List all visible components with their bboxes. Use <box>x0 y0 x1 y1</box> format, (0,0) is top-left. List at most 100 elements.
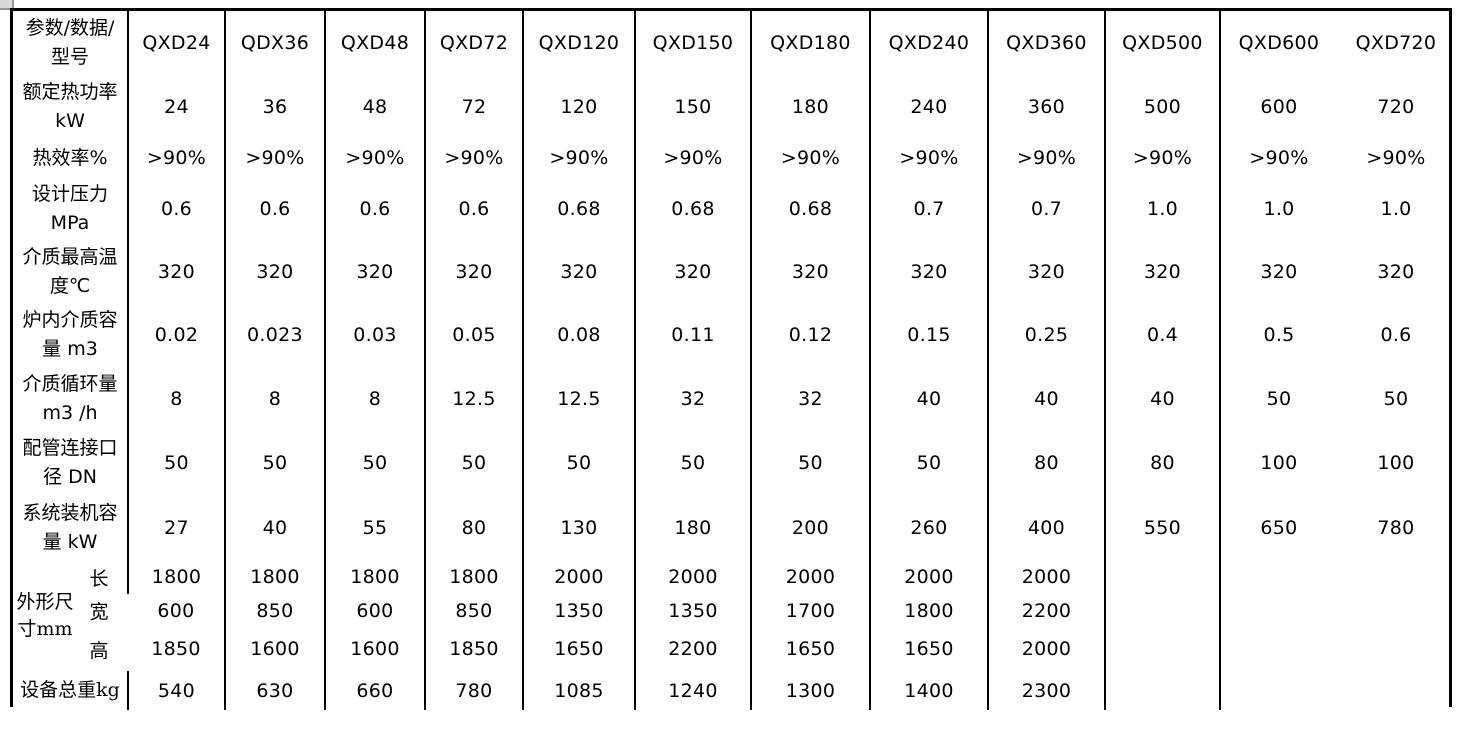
value-cell: 100 <box>1377 452 1415 474</box>
value-cell: 72 <box>424 75 523 138</box>
param-header-cell: 参数/数据/ 型号 <box>25 17 115 68</box>
value-cell: 27 <box>127 495 225 560</box>
value-cell: 0.6 <box>224 178 325 240</box>
value-cell <box>1104 627 1220 671</box>
value-cell: >90% <box>987 138 1105 178</box>
value-cell: 40 <box>869 367 988 431</box>
row-label-cell: 系统装机容 量 kW <box>22 501 118 553</box>
table-row: 600 850 600 850 1350 1350 1700 1800 2200 <box>13 594 1455 627</box>
spec-table-grid: 参数/数据/ 型号 QXD24 QDX36 QXD48 QXD72 QXD120 QXD15… <box>13 11 1455 710</box>
value-cell: 850 <box>224 594 325 627</box>
value-cell: >90% <box>324 138 425 178</box>
value-cell: 1.0 <box>1104 178 1220 240</box>
value-cell: 24 <box>127 75 225 138</box>
value-cell: >90% <box>750 138 870 178</box>
value-cell: 2000 <box>634 560 751 594</box>
value-cell: 1800 <box>127 560 225 594</box>
value-cell: 320 <box>1104 240 1220 303</box>
value-cell <box>1219 671 1337 710</box>
value-cell <box>1219 627 1337 671</box>
value-cell: 2000 <box>987 560 1105 594</box>
value-cell: 50 <box>1219 367 1337 431</box>
value-cell: 600 <box>324 594 425 627</box>
model-header-cell: QXD360 <box>987 11 1105 75</box>
value-cell: 320 <box>1377 260 1415 283</box>
model-header-cell: QXD24 <box>127 11 225 75</box>
model-header-cell: QXD72 <box>424 11 523 75</box>
value-cell: 650 <box>1219 495 1337 560</box>
table-row: 设备总重kg 540 630 660 780 1085 1240 1300 1400 2300 <box>13 671 1455 710</box>
value-cell: 0.68 <box>750 178 870 240</box>
value-cell: 50 <box>224 431 325 495</box>
value-cell: 1240 <box>634 671 751 710</box>
corner-artifact <box>0 0 14 10</box>
value-cell: 780 <box>1377 516 1415 539</box>
row-label-cell: 额定热功率 kW <box>22 80 118 132</box>
row-label-cell: 设计压力 MPa <box>31 183 108 234</box>
value-cell: 0.7 <box>869 178 988 240</box>
value-cell: 50 <box>522 431 635 495</box>
table-row: 1850 1600 1600 1850 1650 2200 1650 1650 2000 <box>13 627 1455 671</box>
value-cell: 1300 <box>750 671 870 710</box>
value-cell: 320 <box>987 240 1105 303</box>
value-cell: 600 <box>1219 75 1337 138</box>
value-cell: 720 <box>1377 95 1415 118</box>
value-cell: 320 <box>1219 240 1337 303</box>
value-cell: >90% <box>1366 147 1426 169</box>
value-cell: 2000 <box>750 560 870 594</box>
value-cell: >90% <box>1104 138 1220 178</box>
value-cell: 0.68 <box>634 178 751 240</box>
value-cell: 0.05 <box>424 303 523 367</box>
value-cell: 0.6 <box>424 178 523 240</box>
value-cell: 1085 <box>522 671 635 710</box>
value-cell: 1800 <box>224 560 325 594</box>
value-cell: 320 <box>522 240 635 303</box>
dims-group-label: 外形尺 寸mm <box>16 590 74 640</box>
table-row: 介质最高温 度℃ 320 320 320 320 320 320 320 320 320 320 32… <box>13 240 1455 303</box>
value-cell: 80 <box>1104 431 1220 495</box>
model-header-cell: QXD240 <box>869 11 988 75</box>
value-cell: 540 <box>127 671 225 710</box>
value-cell <box>1337 671 1455 710</box>
model-header-cell: QXD48 <box>324 11 425 75</box>
value-cell <box>1104 671 1220 710</box>
row-label-cell: 介质循环量 m3 /h <box>22 373 118 424</box>
dim-sub-label: 长 <box>89 567 109 590</box>
value-cell: 2200 <box>987 594 1105 627</box>
value-cell: 50 <box>127 431 225 495</box>
value-cell: 8 <box>324 367 425 431</box>
value-cell <box>1337 627 1455 671</box>
table-row: 外形尺 寸mm 长宽高 1800 1800 1800 1800 2000 2000 2000 20… <box>13 560 1455 662</box>
value-cell: 0.023 <box>224 303 325 367</box>
value-cell: 400 <box>987 495 1105 560</box>
value-cell: 1.0 <box>1219 178 1337 240</box>
value-cell <box>1337 560 1455 594</box>
value-cell: 360 <box>987 75 1105 138</box>
value-cell: 8 <box>224 367 325 431</box>
value-cell: 1.0 <box>1380 198 1412 220</box>
value-cell: 0.6 <box>324 178 425 240</box>
value-cell: 1650 <box>869 627 988 671</box>
model-header-cell: QXD720 <box>1355 32 1437 54</box>
table-row: 炉内介质容 量 m3 0.02 0.023 0.03 0.05 0.08 0.11 0.12 0… <box>13 303 1455 367</box>
value-cell: 260 <box>869 495 988 560</box>
value-cell: >90% <box>224 138 325 178</box>
value-cell: 320 <box>634 240 751 303</box>
value-cell <box>1104 560 1220 594</box>
value-cell: 0.6 <box>1380 324 1412 346</box>
value-cell: 550 <box>1104 495 1220 560</box>
value-cell: 0.12 <box>750 303 870 367</box>
value-cell: 1350 <box>522 594 635 627</box>
value-cell <box>1104 594 1220 627</box>
row-label-cell: 热效率% <box>32 146 108 169</box>
value-cell: 50 <box>869 431 988 495</box>
value-cell: 0.68 <box>522 178 635 240</box>
dim-sub-label: 高 <box>89 639 109 662</box>
value-cell: 600 <box>157 599 195 622</box>
value-cell: 320 <box>424 240 523 303</box>
weight-label-cell: 设备总重kg <box>20 679 120 701</box>
value-cell: 1600 <box>224 627 325 671</box>
value-cell: >90% <box>634 138 751 178</box>
value-cell: 120 <box>522 75 635 138</box>
value-cell: 50 <box>634 431 751 495</box>
